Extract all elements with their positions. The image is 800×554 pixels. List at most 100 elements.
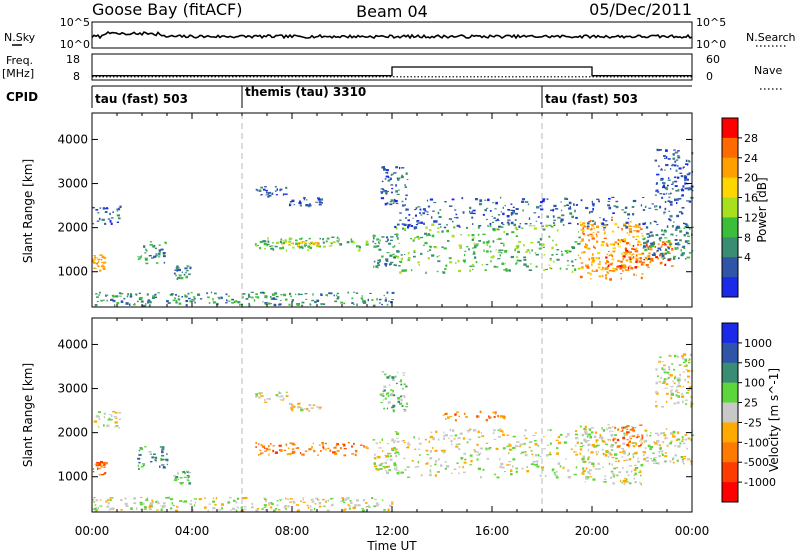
- colorbar-swatch: [722, 257, 738, 278]
- heatmap-cell: [643, 246, 647, 248]
- heatmap-cell: [641, 273, 644, 275]
- heatmap-cell: [181, 296, 183, 298]
- heatmap-cell: [587, 443, 591, 447]
- heatmap-cell: [488, 448, 491, 450]
- heatmap-cell: [595, 233, 597, 236]
- heatmap-cell: [601, 241, 605, 243]
- heatmap-cell: [98, 418, 101, 420]
- heatmap-cell: [636, 436, 639, 439]
- heatmap-cell: [515, 256, 519, 258]
- heatmap-region: [137, 446, 169, 470]
- heatmap-cell: [479, 410, 482, 414]
- heatmap-cell: [333, 294, 335, 297]
- heatmap-cell: [644, 248, 648, 252]
- heatmap-cell: [181, 271, 183, 274]
- heatmap-cell: [116, 221, 119, 223]
- heatmap-cell: [673, 368, 675, 371]
- heatmap-cell: [339, 447, 342, 450]
- heatmap-cell: [466, 430, 470, 432]
- heatmap-cell: [434, 463, 437, 466]
- heatmap-cell: [308, 409, 311, 411]
- station-title: Goose Bay (fitACF): [92, 0, 242, 19]
- heatmap-cell: [163, 466, 166, 469]
- heatmap-cell: [524, 429, 527, 432]
- heatmap-cell: [670, 393, 674, 396]
- heatmap-cell: [582, 232, 585, 236]
- heatmap-cell: [494, 411, 497, 413]
- heatmap-cell: [523, 263, 527, 266]
- heatmap-cell: [612, 267, 615, 270]
- heatmap-cell: [670, 249, 674, 251]
- heatmap-cell: [136, 300, 139, 303]
- heatmap-cell: [284, 241, 287, 244]
- heatmap-cell: [677, 150, 680, 152]
- heatmap-cell: [366, 506, 370, 507]
- heatmap-cell: [149, 453, 152, 455]
- heatmap-cell: [553, 471, 556, 474]
- heatmap-cell: [185, 270, 188, 272]
- heatmap-cell: [393, 172, 397, 174]
- heatmap-cell: [384, 262, 388, 266]
- heatmap-cell: [440, 464, 443, 467]
- heatmap-cell: [157, 292, 161, 294]
- heatmap-cell: [589, 211, 591, 214]
- heatmap-cell: [320, 202, 323, 204]
- heatmap-cell: [626, 431, 630, 434]
- heatmap-cell: [622, 257, 625, 259]
- heatmap-cell: [485, 418, 488, 422]
- heatmap-cell: [639, 228, 643, 231]
- heatmap-cell: [514, 226, 518, 230]
- heatmap-cell: [647, 239, 649, 243]
- heatmap-region: [288, 402, 322, 412]
- heatmap-cell: [187, 265, 189, 268]
- heatmap-cell: [597, 462, 600, 465]
- heatmap-cell: [609, 254, 613, 256]
- heatmap-cell: [514, 219, 517, 221]
- heatmap-cell: [389, 504, 392, 507]
- heatmap-cell: [206, 292, 208, 295]
- heatmap-cell: [279, 399, 282, 401]
- heatmap-cell: [155, 262, 159, 264]
- heatmap-cell: [520, 453, 522, 455]
- heatmap-cell: [475, 198, 478, 201]
- heatmap-cell: [155, 500, 158, 503]
- heatmap-cell: [296, 304, 300, 306]
- heatmap-cell: [664, 452, 667, 454]
- heatmap-cell: [208, 503, 212, 505]
- heatmap-cell: [586, 440, 590, 442]
- heatmap-cell: [537, 216, 540, 218]
- heatmap-cell: [644, 256, 648, 259]
- heatmap-cell: [140, 447, 144, 450]
- heatmap-cell: [544, 475, 547, 478]
- heatmap-cell: [627, 266, 630, 269]
- heatmap-cell: [669, 355, 672, 357]
- heatmap-cell: [642, 451, 646, 453]
- heatmap-cell: [301, 246, 304, 249]
- heatmap-cell: [659, 444, 661, 447]
- heatmap-cell: [397, 399, 400, 401]
- heatmap-cell: [258, 189, 262, 192]
- heatmap-cell: [678, 381, 680, 385]
- x-tick-label: 00:00: [675, 524, 710, 538]
- heatmap-cell: [405, 385, 408, 388]
- heatmap-cell: [629, 436, 632, 438]
- heatmap-cell: [556, 229, 559, 232]
- heatmap-cell: [231, 298, 234, 301]
- heatmap-cell: [449, 415, 453, 417]
- heatmap-cell: [672, 458, 674, 461]
- heatmap-cell: [607, 272, 610, 274]
- heatmap-cell: [635, 238, 638, 240]
- heatmap-cell: [110, 299, 113, 301]
- heatmap-cell: [350, 240, 354, 243]
- colorbar-swatch: [722, 462, 738, 483]
- heatmap-cell: [271, 192, 274, 195]
- heatmap-cell: [289, 498, 293, 500]
- heatmap-cell: [609, 253, 613, 256]
- heatmap-cell: [177, 276, 181, 279]
- heatmap-cell: [259, 392, 261, 395]
- heatmap-cell: [548, 235, 551, 238]
- heatmap-cell: [615, 269, 617, 272]
- heatmap-cell: [469, 464, 473, 466]
- heatmap-cell: [603, 232, 606, 235]
